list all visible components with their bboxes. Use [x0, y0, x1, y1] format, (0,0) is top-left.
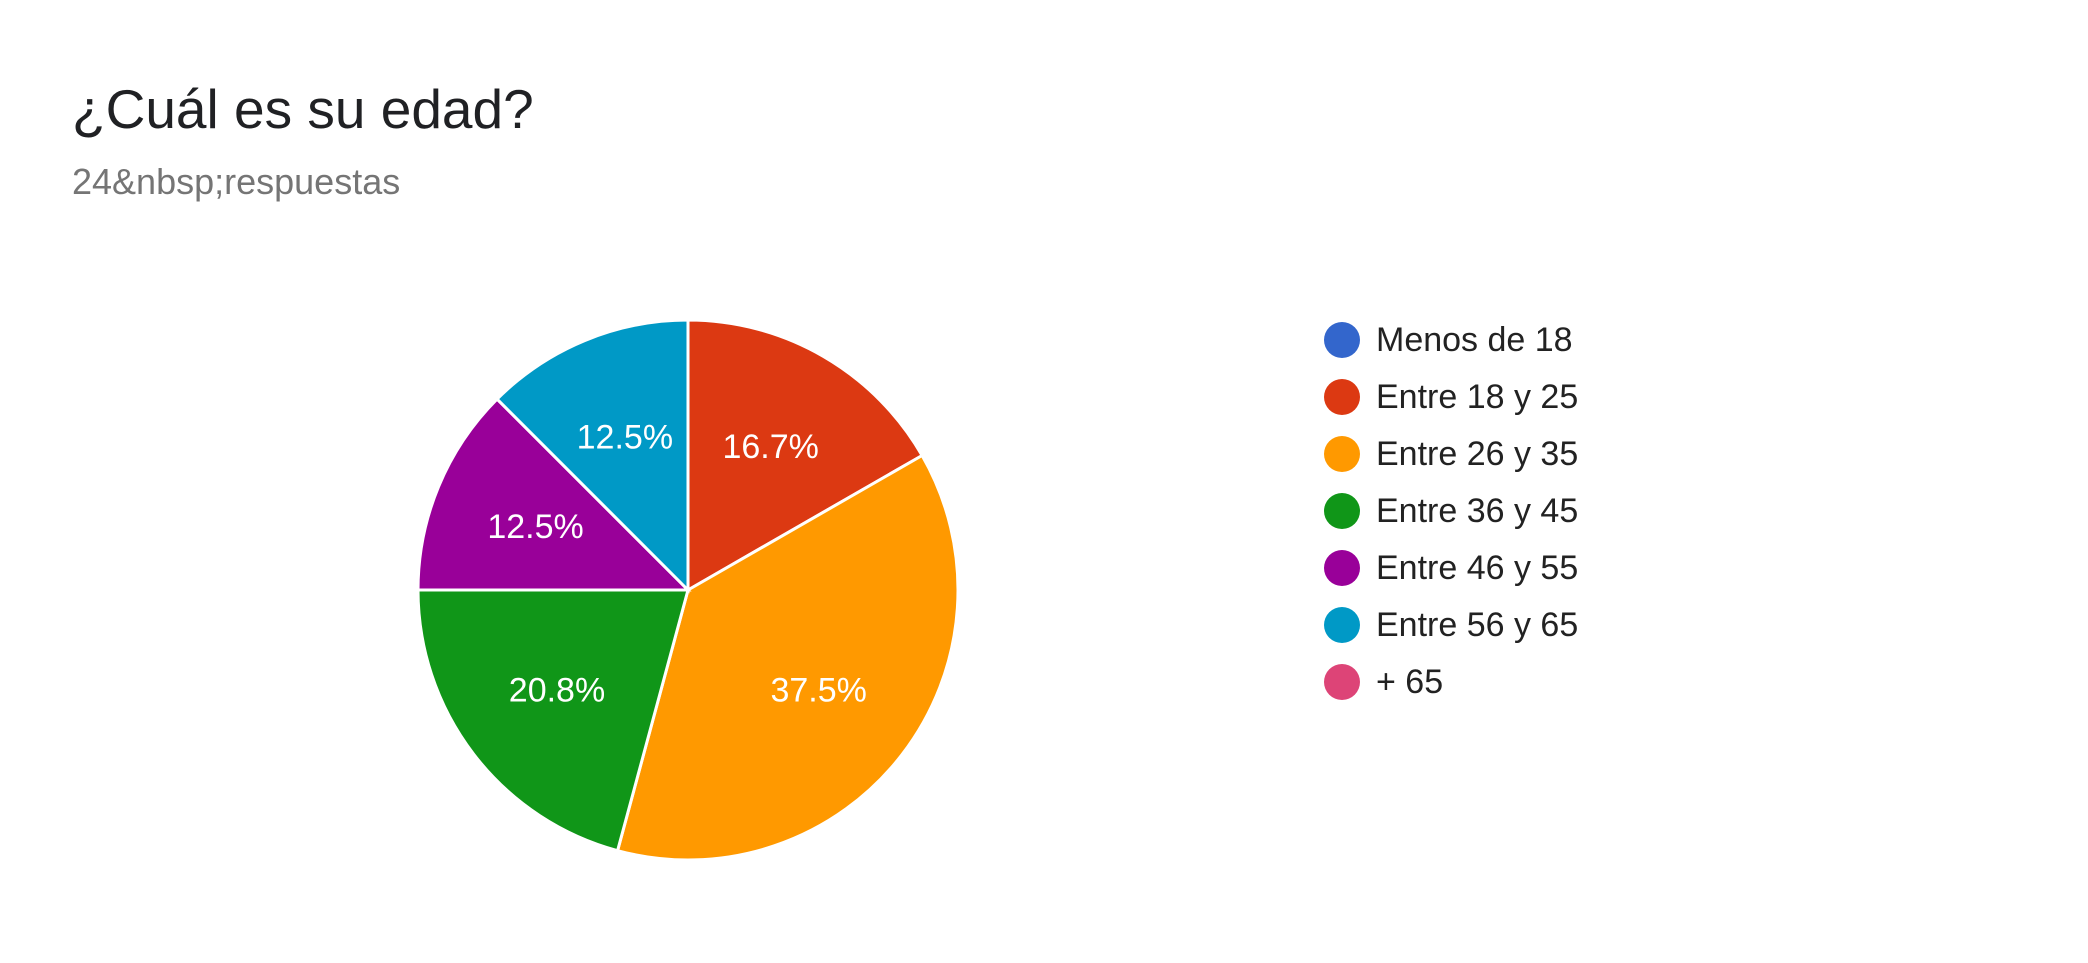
legend-label: Entre 26 y 35: [1376, 435, 1578, 473]
legend-label: Entre 46 y 55: [1376, 549, 1578, 587]
legend-item[interactable]: Entre 36 y 45: [1324, 492, 1578, 530]
legend-label: Entre 36 y 45: [1376, 492, 1578, 530]
pie-slice-labels: 16.7% 37.5% 20.8% 12.5% 12.5%: [487, 419, 867, 710]
slice-percent-label: 20.8%: [509, 671, 605, 709]
response-count: 24&nbsp;respuestas: [72, 161, 401, 202]
chart-title: ¿Cuál es su edad?: [72, 78, 534, 140]
legend-item[interactable]: Menos de 18: [1324, 321, 1573, 359]
pie-slice-5[interactable]: [416, 396, 692, 592]
pie-slice-4[interactable]: [416, 588, 690, 853]
slice-percent-label: 12.5%: [577, 419, 673, 457]
legend-item[interactable]: Entre 46 y 55: [1324, 549, 1578, 587]
legend-swatch: [1324, 664, 1360, 700]
slice-percent-label: 12.5%: [487, 508, 583, 546]
legend-label: Menos de 18: [1376, 321, 1573, 359]
legend-swatch: [1324, 436, 1360, 472]
legend-swatch: [1324, 379, 1360, 415]
legend-label: + 65: [1376, 663, 1443, 701]
legend-swatch: [1324, 550, 1360, 586]
legend-swatch: [1324, 322, 1360, 358]
legend-label: Entre 18 y 25: [1376, 378, 1578, 416]
legend-swatch: [1324, 607, 1360, 643]
legend-item[interactable]: Entre 18 y 25: [1324, 378, 1578, 416]
pie-slices: [416, 318, 960, 862]
legend-item[interactable]: Entre 26 y 35: [1324, 435, 1578, 473]
slice-percent-label: 37.5%: [770, 672, 866, 710]
legend: Menos de 18 Entre 18 y 25 Entre 26 y 35 Ent…: [1324, 321, 1578, 701]
slice-percent-label: 16.7%: [722, 428, 818, 466]
legend-swatch: [1324, 493, 1360, 529]
legend-item[interactable]: + 65: [1324, 663, 1443, 701]
pie-slice-6[interactable]: [494, 318, 690, 594]
pie-slice-2[interactable]: [686, 318, 925, 593]
legend-label: Entre 56 y 65: [1376, 606, 1578, 644]
legend-item[interactable]: Entre 56 y 65: [1324, 606, 1578, 644]
pie-slice-3[interactable]: [615, 453, 960, 862]
